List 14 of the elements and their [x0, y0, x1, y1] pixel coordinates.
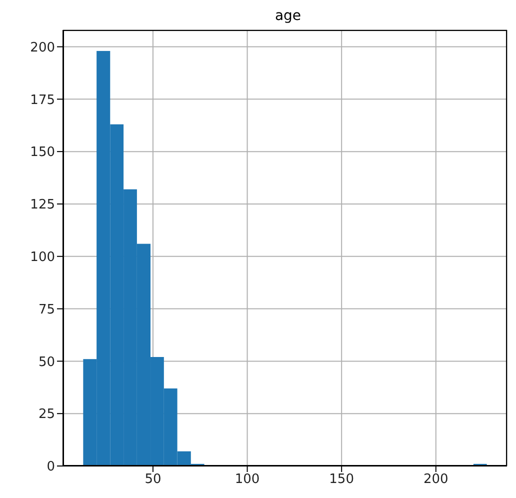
x-tick-label: 100	[234, 472, 260, 488]
x-tick-label: 50	[144, 472, 162, 488]
y-tick-label: 200	[30, 40, 55, 56]
y-tick-label: 150	[30, 145, 55, 160]
chart-title: age	[274, 8, 302, 26]
y-tick-label: 50	[38, 354, 55, 370]
y-tick-label: 175	[30, 92, 55, 108]
y-tick-label: 75	[38, 302, 55, 318]
y-tick-label: 125	[30, 198, 55, 213]
y-tick-label: 100	[30, 250, 55, 265]
y-tick-label: 0	[46, 460, 55, 475]
x-tick-label: 200	[423, 472, 448, 488]
y-tick-label: 25	[38, 407, 55, 422]
x-tick-label: 150	[329, 472, 354, 488]
